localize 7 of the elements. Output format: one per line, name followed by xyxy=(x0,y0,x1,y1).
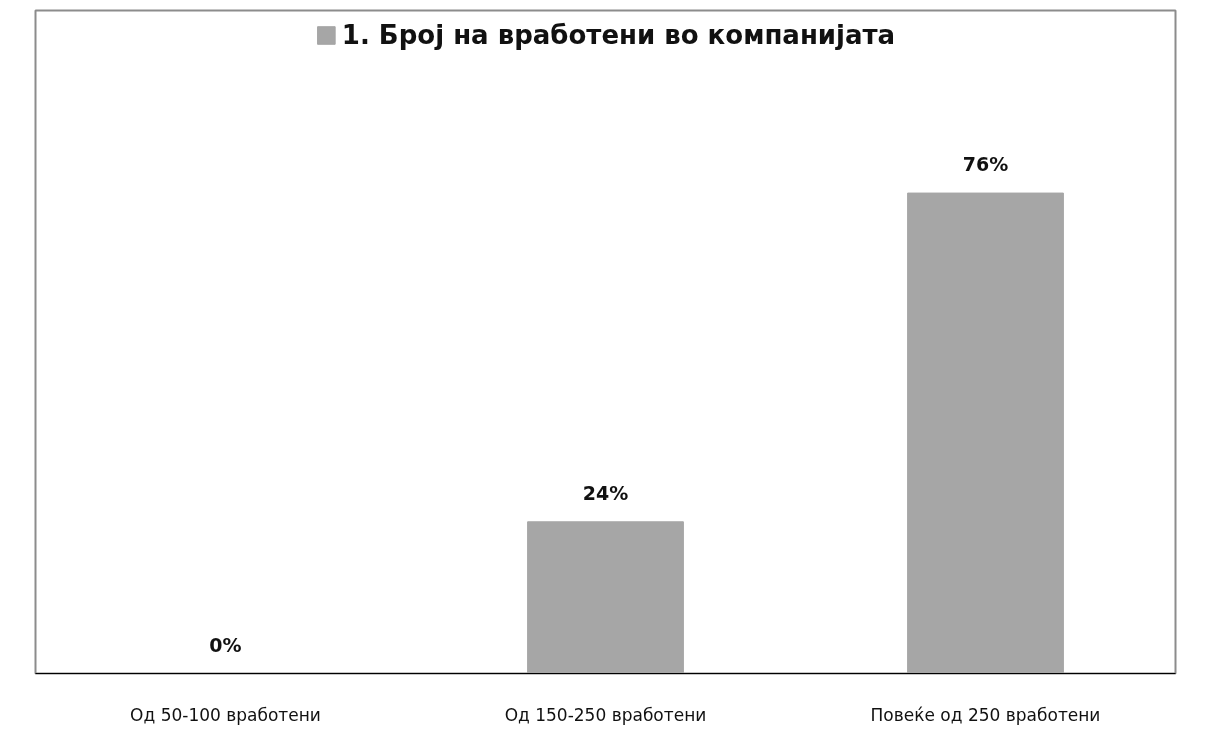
x-tick-label: Повеќе од 250 вработени xyxy=(870,704,1101,725)
data-label: 24% xyxy=(582,481,629,504)
x-tick-label: Од 150-250 вработени xyxy=(504,704,707,725)
x-tick-label: Од 50-100 вработени xyxy=(130,704,321,725)
data-label: 0% xyxy=(209,633,242,656)
data-label: 76% xyxy=(962,153,1009,176)
legend-label: 1. Број на вработени во компанијата xyxy=(341,20,896,50)
